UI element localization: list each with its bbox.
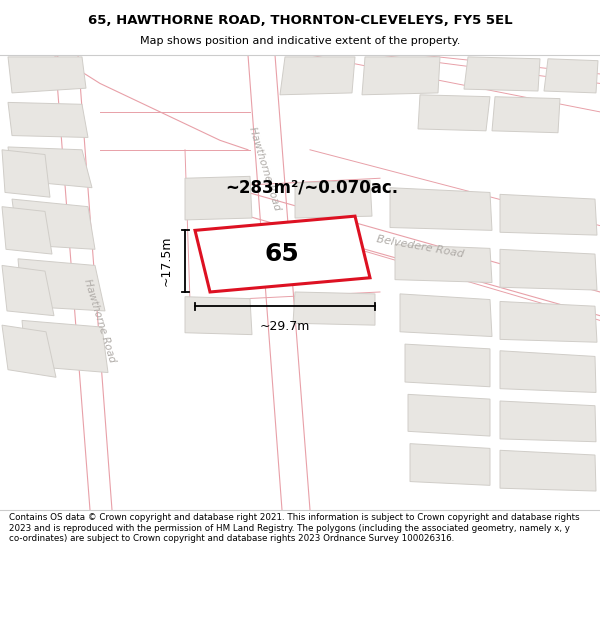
Text: Hawthorne Road: Hawthorne Road xyxy=(83,278,118,363)
Polygon shape xyxy=(395,244,492,282)
Polygon shape xyxy=(8,102,88,138)
Polygon shape xyxy=(500,450,596,491)
Polygon shape xyxy=(500,301,597,343)
Polygon shape xyxy=(500,401,596,442)
Polygon shape xyxy=(500,249,597,290)
Polygon shape xyxy=(8,57,86,93)
Polygon shape xyxy=(185,176,252,220)
Text: Hawthorne Road: Hawthorne Road xyxy=(248,126,283,212)
Polygon shape xyxy=(418,95,490,131)
Polygon shape xyxy=(408,394,490,436)
Text: ~17.5m: ~17.5m xyxy=(160,236,173,286)
Polygon shape xyxy=(464,57,540,91)
Polygon shape xyxy=(195,216,370,292)
Text: Belvedere Road: Belvedere Road xyxy=(376,234,464,259)
Polygon shape xyxy=(280,57,355,95)
Text: ~283m²/~0.070ac.: ~283m²/~0.070ac. xyxy=(225,179,398,197)
Polygon shape xyxy=(405,344,490,387)
Polygon shape xyxy=(2,207,52,254)
Polygon shape xyxy=(293,292,375,325)
Text: Map shows position and indicative extent of the property.: Map shows position and indicative extent… xyxy=(140,36,460,46)
Polygon shape xyxy=(295,180,372,218)
Polygon shape xyxy=(12,199,95,249)
Polygon shape xyxy=(362,57,440,95)
Polygon shape xyxy=(8,147,92,188)
Text: Contains OS data © Crown copyright and database right 2021. This information is : Contains OS data © Crown copyright and d… xyxy=(9,514,580,543)
Polygon shape xyxy=(2,266,54,316)
Polygon shape xyxy=(22,321,108,372)
Polygon shape xyxy=(500,194,597,235)
Polygon shape xyxy=(500,351,596,392)
Polygon shape xyxy=(544,59,598,93)
Polygon shape xyxy=(185,297,252,334)
Polygon shape xyxy=(2,325,56,378)
Polygon shape xyxy=(18,259,105,311)
Polygon shape xyxy=(400,294,492,336)
Polygon shape xyxy=(390,188,492,231)
Polygon shape xyxy=(492,97,560,132)
Polygon shape xyxy=(410,444,490,486)
Polygon shape xyxy=(2,150,50,198)
Text: 65, HAWTHORNE ROAD, THORNTON-CLEVELEYS, FY5 5EL: 65, HAWTHORNE ROAD, THORNTON-CLEVELEYS, … xyxy=(88,14,512,27)
Text: 65: 65 xyxy=(265,242,299,266)
Text: ~29.7m: ~29.7m xyxy=(260,321,310,333)
